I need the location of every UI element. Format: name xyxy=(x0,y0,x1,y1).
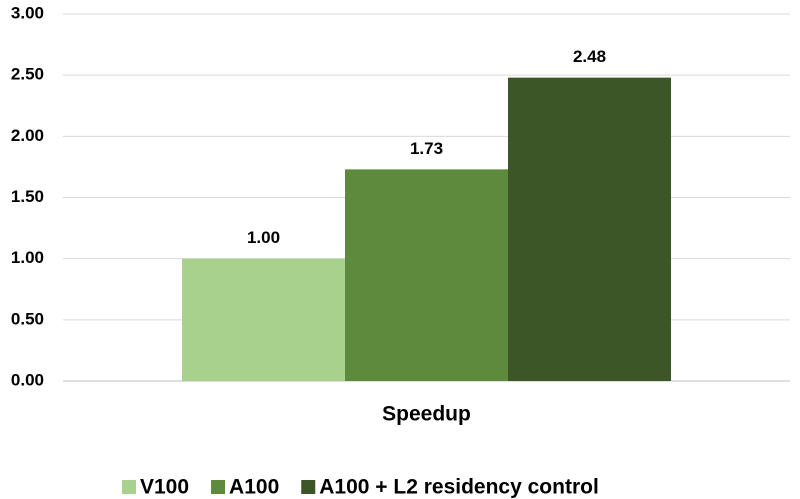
y-tick-label: 0.00 xyxy=(11,370,44,389)
data-label: 1.73 xyxy=(410,139,443,158)
y-tick-label: 1.50 xyxy=(11,187,44,206)
legend-swatch xyxy=(301,480,316,494)
legend-label: A100 + L2 residency control xyxy=(319,476,599,499)
legend-swatch xyxy=(122,480,136,494)
bar xyxy=(508,77,671,381)
data-label: 1.00 xyxy=(247,228,280,247)
legend-swatch xyxy=(211,480,226,494)
y-tick-label: 2.00 xyxy=(11,126,44,145)
bar xyxy=(345,169,508,381)
y-tick-label: 2.50 xyxy=(11,65,44,84)
data-label: 2.48 xyxy=(573,47,606,66)
y-tick-label: 0.50 xyxy=(11,309,44,328)
bar xyxy=(182,258,345,381)
legend-label: A100 xyxy=(229,476,279,499)
legend-label: V100 xyxy=(140,476,189,499)
y-tick-label: 3.00 xyxy=(11,3,44,22)
x-tick-label: Speedup xyxy=(382,403,471,426)
y-tick-label: 1.00 xyxy=(11,248,44,267)
